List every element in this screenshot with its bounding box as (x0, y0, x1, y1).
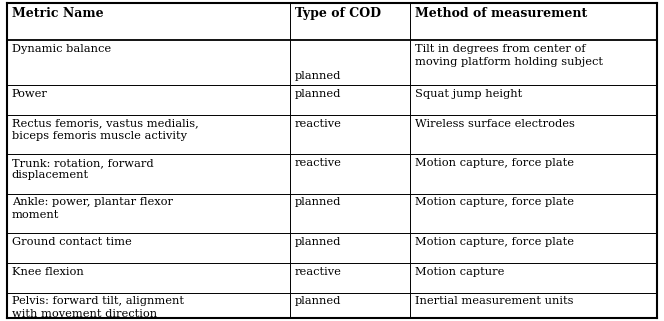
Text: Pelvis: forward tilt, alignment
with movement direction: Pelvis: forward tilt, alignment with mov… (12, 296, 184, 319)
Text: Dynamic balance: Dynamic balance (12, 44, 111, 66)
Text: Motion capture: Motion capture (415, 266, 505, 276)
Text: Trunk: rotation, forward
displacement: Trunk: rotation, forward displacement (12, 158, 153, 180)
Text: Metric Name: Metric Name (12, 7, 104, 20)
Text: Method of measurement: Method of measurement (415, 7, 588, 20)
Text: Motion capture, force plate: Motion capture, force plate (415, 197, 574, 220)
Text: planned: planned (295, 89, 341, 99)
Text: planned: planned (295, 296, 341, 307)
Text: reactive: reactive (295, 266, 342, 276)
Text: Squat jump height: Squat jump height (415, 89, 523, 99)
Text: Knee flexion: Knee flexion (12, 266, 84, 276)
Text: Ankle: power, plantar flexor
moment: Ankle: power, plantar flexor moment (12, 197, 173, 220)
Text: Ground contact time: Ground contact time (12, 237, 131, 247)
Text: Motion capture, force plate: Motion capture, force plate (415, 237, 574, 247)
Text: Rectus femoris, vastus medialis,
biceps femoris muscle activity: Rectus femoris, vastus medialis, biceps … (12, 119, 199, 141)
Text: planned: planned (295, 197, 341, 207)
Text: Tilt in degrees from center of
moving platform holding subject: Tilt in degrees from center of moving pl… (415, 44, 604, 66)
Text: reactive: reactive (295, 158, 342, 168)
Text: reactive: reactive (295, 119, 342, 129)
Text: planned: planned (295, 71, 341, 81)
Text: Power: Power (12, 89, 48, 99)
Text: Wireless surface electrodes: Wireless surface electrodes (415, 119, 575, 141)
Text: Type of COD: Type of COD (295, 7, 381, 20)
Text: Motion capture, force plate: Motion capture, force plate (415, 158, 574, 180)
Text: Inertial measurement units: Inertial measurement units (415, 296, 574, 319)
Text: planned: planned (295, 237, 341, 247)
